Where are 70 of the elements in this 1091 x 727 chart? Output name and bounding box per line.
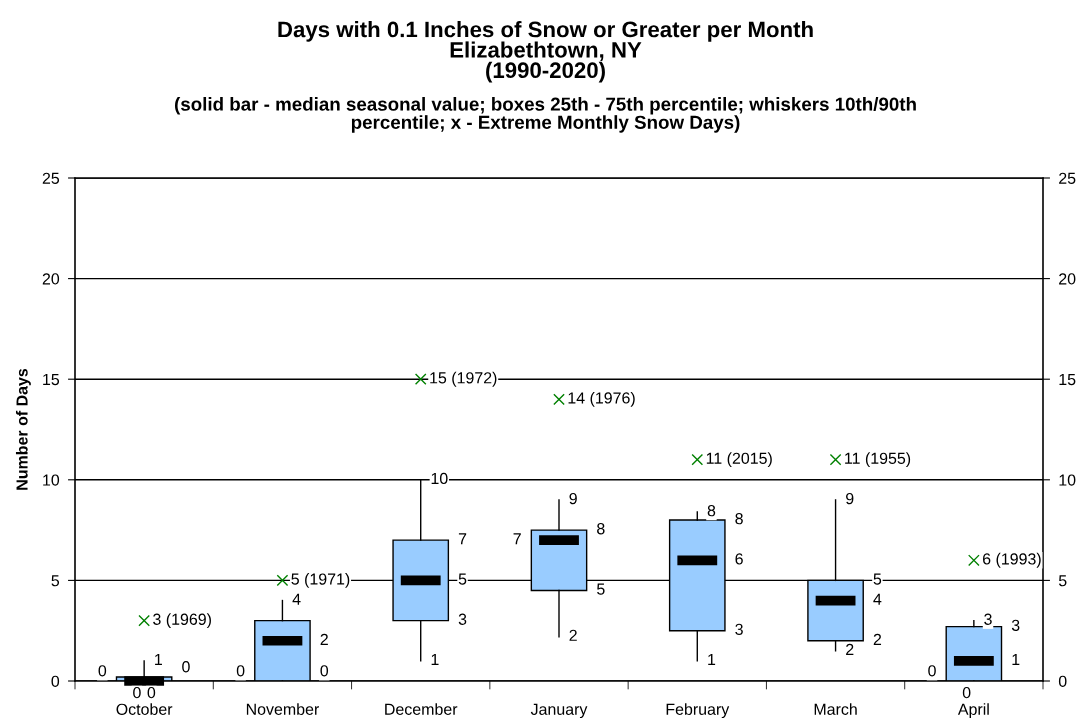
annotation: 9 [846, 492, 854, 505]
data-label: 5 (1971) [291, 572, 350, 588]
x-tick-label: October [116, 703, 173, 715]
point [829, 453, 842, 466]
annotation: 0 [962, 686, 971, 699]
annotation: 9 [569, 492, 577, 505]
y-tick-label: 25 [42, 172, 60, 184]
annotation: 1 [155, 654, 162, 666]
x-tick-label: February [666, 703, 730, 719]
chart-subtitle: (solid bar - median seasonal value; boxes 25th - 75th percentile; whiskers 10th/90th percentile; x - Extreme Monthly Snow Days) [174, 97, 916, 133]
point [138, 614, 150, 627]
point [276, 574, 289, 587]
annotation: 3 [735, 623, 743, 635]
y2-tick-label: 10 [1059, 474, 1076, 486]
x-tick-label: December [385, 703, 458, 715]
annotation: 5 [458, 573, 467, 585]
point [968, 554, 980, 567]
point [414, 373, 427, 386]
data-label: 11 (2015) [706, 452, 772, 468]
y-tick-label: 0 [51, 675, 60, 687]
annotation: 0 [320, 665, 329, 677]
point [553, 393, 565, 406]
y-tick-label: 10 [43, 474, 60, 486]
chart-title: Days with 0.1 Inches of Snow or Greater per Month Elizabethtown, NY (1990-2020) [278, 21, 813, 83]
annotation: 0 [236, 665, 245, 677]
point [691, 453, 704, 466]
annotation: 0 [928, 665, 936, 677]
data-label: 6 (1993) [983, 552, 1041, 568]
y-tick-label: 5 [51, 575, 60, 587]
annotation: 0 [147, 686, 156, 699]
x-tick-label: January [530, 703, 588, 719]
data-label: 3 (1969) [153, 613, 211, 629]
y-axis-title: Number of Days [15, 368, 31, 490]
annotation: 8 [735, 513, 743, 525]
annotation: 0 [133, 686, 141, 699]
annotation: 1 [431, 654, 439, 666]
data-label: 14 (1976) [568, 391, 635, 407]
annotation: 4 [873, 593, 882, 605]
annotation: 10 [431, 472, 448, 485]
annotation: 1 [708, 654, 716, 666]
annotation: 0 [182, 661, 190, 673]
annotation: 2 [320, 633, 328, 645]
x-tick-label: November [246, 703, 319, 715]
y2-tick-label: 5 [1058, 575, 1067, 587]
y2-tick-label: 0 [1058, 675, 1067, 687]
y-tick-label: 20 [42, 273, 60, 285]
annotation: 6 [735, 553, 743, 565]
annotation: 7 [513, 533, 521, 545]
annotation: 5 [873, 573, 882, 585]
y2-tick-label: 15 [1059, 374, 1076, 386]
data-label: 15 (1972) [430, 371, 497, 387]
x-tick-label: March [814, 703, 857, 715]
annotation: 2 [569, 629, 577, 641]
y2-tick-label: 20 [1059, 273, 1076, 285]
annotation: 1 [1012, 654, 1020, 666]
annotation: 7 [458, 533, 467, 545]
annotation: 8 [707, 504, 716, 517]
y-tick-label: 15 [43, 374, 60, 386]
data-label: 11 (1955) [845, 452, 911, 468]
annotation: 3 [984, 613, 992, 625]
annotation: 0 [98, 665, 107, 677]
annotation: 2 [873, 633, 882, 645]
x-tick-label: April [957, 703, 989, 719]
annotation: 3 [458, 613, 467, 625]
y2-tick-label: 25 [1059, 172, 1076, 184]
annotation: 5 [597, 583, 605, 595]
annotation: 8 [597, 523, 605, 535]
annotation: 3 [1011, 619, 1020, 631]
annotation: 4 [292, 593, 301, 605]
annotation: 2 [846, 643, 854, 655]
